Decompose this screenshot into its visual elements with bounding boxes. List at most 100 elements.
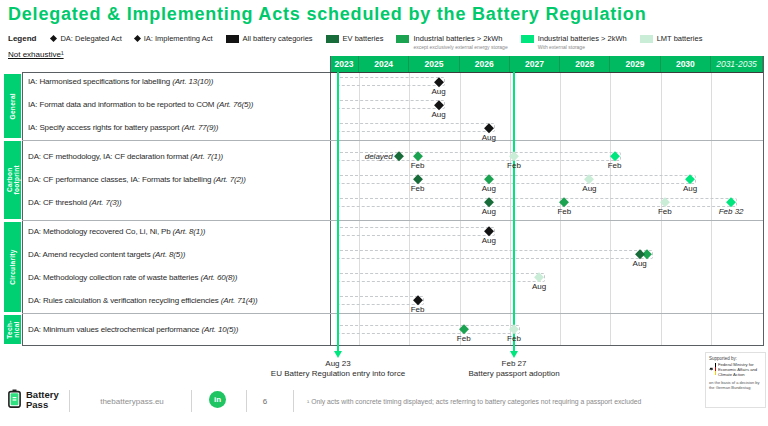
row-act-text: DA: Methodology collection rate of waste… [28,273,200,282]
row-label: IA: Format data and information to be re… [28,99,253,110]
footnote: ¹ Only acts with concrete timing display… [307,398,641,405]
category-box-carbonfootprint: Carbonfootprint [4,141,21,219]
row-dashed-lane [338,250,653,259]
row-act-text: DA: Rules calculation & verification rec… [28,296,221,305]
category-label-line: nical [13,321,20,337]
row-act-text: DA: Minimum values electrochemical perfo… [28,325,201,334]
category-label: Tech-nical [4,315,21,344]
marker-date-label: Aug [459,133,519,142]
marker-date-label: Feb [388,161,448,170]
marker-date-label: Aug [660,184,720,193]
supported-by-label: Supported by: [709,356,762,361]
marker-date-label: Feb [534,207,594,216]
row-act-text: IA: Format data and information to be re… [28,100,216,109]
row-article-ref: (Art. 8(5)) [153,250,186,259]
year-header-cell: 2028 [560,56,610,72]
row-article-ref: (Art. 7(3)) [89,198,122,207]
row-label: DA: Rules calculation & verification rec… [28,295,258,306]
row-article-ref: (Art. 71(4)) [221,296,258,305]
row-act-text: DA: Amend recycled content targets [28,250,153,259]
row-label: DA: CF methodology, IA: CF declaration f… [28,151,223,162]
row-label: DA: Amend recycled content targets (Art.… [28,249,185,260]
marker-date-label: Aug [459,184,519,193]
row-act-text: DA: Methodology recovered Co, Li, Ni, Pb [28,227,173,236]
table-border-mid [330,56,331,345]
battery-pass-logo-icon [8,389,21,408]
marker-date-label: Feb [484,334,544,343]
category-label-line: footprint [13,165,20,194]
row-dashed-lane [338,77,445,86]
row-article-ref: (Art. 77(9)) [181,123,218,132]
website-url[interactable]: thebatterypass.eu [82,397,182,406]
row-article-ref: (Art. 7(1)) [190,152,223,161]
event-arrow-icon [334,351,342,358]
table-border-desc-top [22,72,330,73]
ministry-logo: Federal Ministry for Economic Affairs an… [709,363,762,377]
federal-eagle-icon [709,363,713,375]
section-divider [22,140,763,141]
category-label: Circularity [4,222,21,312]
marker-date-label: Aug [409,87,469,96]
row-label: DA: Methodology collection rate of waste… [28,272,237,283]
row-article-ref: (Art. 8(1)) [173,227,206,236]
row-article-ref: (Art. 7(2)) [213,175,246,184]
marker-date-label: Aug [509,282,569,291]
year-header-cell: 2030 [661,56,711,72]
supported-by-box: Supported by: Federal Ministry for Econo… [705,352,766,408]
german-flag-bar [715,363,716,375]
marker-date-label: Feb [484,161,544,170]
row-dashed-lane [338,296,424,305]
category-box-technical: Tech-nical [4,315,21,344]
category-label: General [4,74,21,139]
event-arrow-icon [510,351,518,358]
category-label-line: Carbon [6,167,13,192]
category-label: Carbonfootprint [4,141,21,219]
ministry-name: Federal Ministry for Economic Affairs an… [718,363,762,377]
row-article-ref: (Art. 10(5)) [201,325,238,334]
event-date: Aug 23 [278,359,398,368]
year-header-cell: 2031-2035 [711,56,763,72]
row-label: IA: Specify access rights for battery pa… [28,122,218,133]
row-dashed-lane [338,227,495,236]
row-dashed-lane [338,123,495,132]
row-dashed-lane [338,100,445,109]
footer-divider [246,390,247,412]
category-label-line: Circularity [9,249,16,284]
grid-header-bottom [330,72,763,73]
timeline-chart: 202320242025202620272028202920302031-203… [0,0,768,426]
footer-divider [191,390,192,412]
marker-date-label: Aug [559,184,619,193]
marker-date-label: Aug [409,110,469,119]
bundestag-note: on the basis of a decision by the German… [709,381,762,390]
table-border-bottom [22,345,764,346]
row-label: DA: Methodology recovered Co, Li, Ni, Pb… [28,226,205,237]
row-act-text: DA: CF performance classes, IA: Formats … [28,175,213,184]
delayed-note: delayed [351,152,393,161]
year-header-cell: 2023 [330,56,359,72]
row-article-ref: (Art. 76(5)) [216,100,253,109]
table-border-left [22,72,23,345]
category-label-line: General [9,93,16,119]
year-header-cell: 2026 [460,56,510,72]
row-act-text: IA: Specify access rights for battery pa… [28,123,181,132]
year-header-cell: 2024 [359,56,409,72]
marker-date-label: Aug [459,207,519,216]
category-box-general: General [4,74,21,139]
linkedin-icon[interactable]: in [209,391,226,408]
slide: Delegated & Implementing Acts scheduled … [0,0,768,426]
row-label: DA: CF threshold (Art. 7(3)) [28,197,122,208]
section-divider [22,220,763,221]
year-header-cell: 2025 [409,56,459,72]
row-dashed-lane [338,175,696,184]
row-label: DA: Minimum values electrochemical perfo… [28,324,238,335]
table-border-right [763,56,764,345]
marker-date-label: Aug [459,236,519,245]
footer: Battery Pass thebatterypass.eu in 6 ¹ On… [0,388,768,422]
marker-date-label: Feb [635,207,695,216]
brand-line2: Pass [26,400,59,410]
page-number: 6 [255,397,275,406]
footer-divider [69,390,70,412]
category-label-line: Tech- [6,320,13,338]
row-act-text: IA: Harmonised specifications for labell… [28,77,172,86]
marker-date-label: Feb 32 [701,207,761,216]
